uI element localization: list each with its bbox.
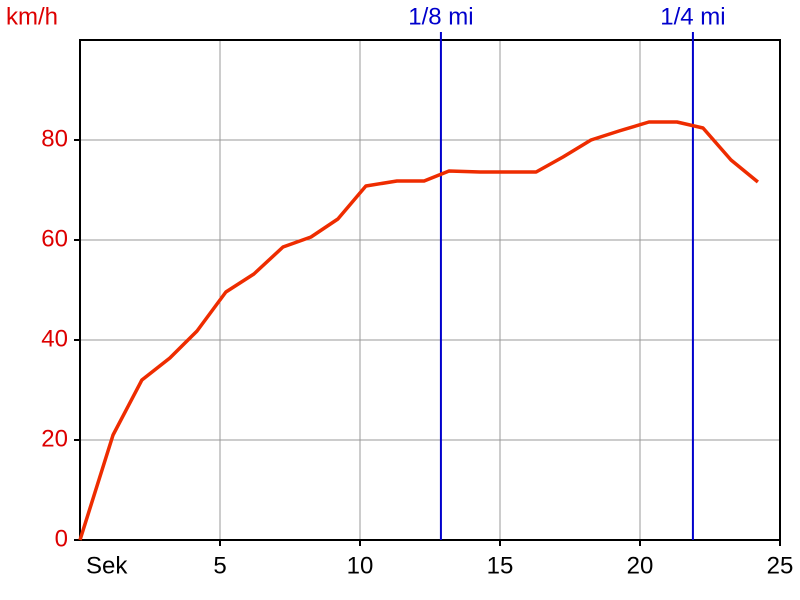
speed-line xyxy=(78,120,759,541)
y-tick-label: 0 xyxy=(55,525,68,552)
y-axis-label: km/h xyxy=(6,3,58,30)
plot-frame xyxy=(79,39,781,541)
distance-marker-label: 1/4 mi xyxy=(660,3,725,30)
y-tick-label: 60 xyxy=(41,225,68,252)
x-tick-label: 15 xyxy=(487,552,514,579)
y-tick-label: 40 xyxy=(41,325,68,352)
y-tick-label: 20 xyxy=(41,425,68,452)
x-tick-label: 25 xyxy=(767,552,794,579)
x-tick-label: 20 xyxy=(627,552,654,579)
distance-marker-label: 1/8 mi xyxy=(408,3,473,30)
x-tick-label: 5 xyxy=(213,552,226,579)
x-tick-label: 10 xyxy=(347,552,374,579)
y-tick-label: 80 xyxy=(41,125,68,152)
x-axis-label: Sek xyxy=(86,552,128,579)
